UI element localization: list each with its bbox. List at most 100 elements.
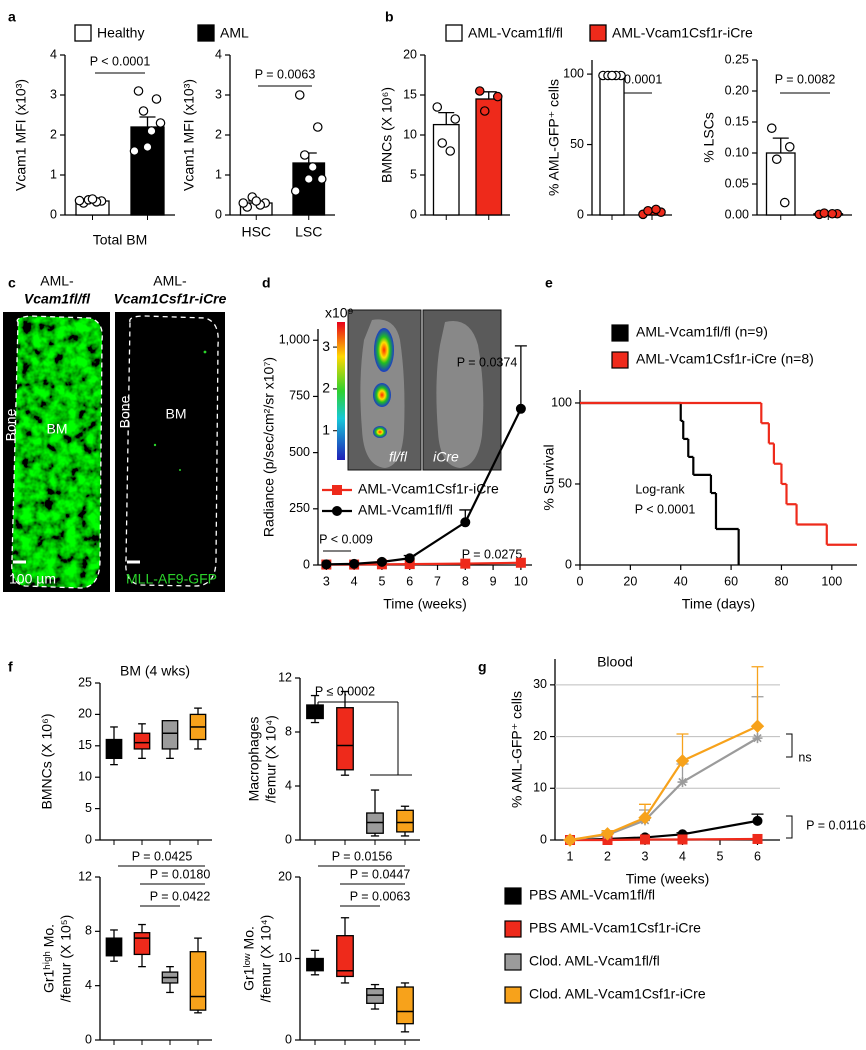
y-tick-label: 50 (558, 476, 572, 490)
image-right (115, 312, 225, 592)
bone-outline (125, 315, 219, 587)
panel-label: c (8, 275, 16, 291)
colorbar (337, 322, 345, 460)
y-tick-label: 50 (570, 137, 584, 151)
y-tick-label: 20 (533, 729, 547, 743)
x-axis-label: Time (weeks) (626, 871, 710, 887)
y-tick-label: 15 (78, 738, 92, 752)
y-tick-label: 1 (215, 167, 222, 181)
image-title: AML- (153, 273, 187, 289)
x-tick-label: 2 (604, 849, 611, 863)
y-axis-label: Radiance (p/sec/cm²/sr x10⁷) (261, 357, 277, 537)
legend-label: Clod. AML-Vcam1Csf1r-iCre (529, 986, 706, 1002)
x-axis-label: Time (weeks) (383, 596, 467, 612)
data-point (290, 186, 301, 196)
y-tick-label: 250 (289, 501, 310, 515)
legend-swatch (504, 986, 522, 1004)
colorbar-tick-label: 2 (322, 380, 330, 396)
box (161, 720, 179, 750)
marker (752, 833, 763, 844)
x-tick-label: 0 (577, 574, 584, 588)
marker (752, 815, 763, 826)
y-tick-label: 12 (278, 670, 292, 684)
legend-label: Clod. AML-Vcam1fl/fl (529, 953, 660, 969)
data-point (643, 205, 653, 216)
legend-label: PBS AML-Vcam1fl/fl (529, 887, 655, 903)
data-point (307, 162, 318, 172)
y-axis-label: /femur (X 10⁴) (263, 715, 279, 803)
data-point (766, 123, 777, 133)
y-tick-label: 0 (285, 832, 292, 846)
x-axis-label: Total BM (93, 232, 147, 248)
y-tick-label: 0.20 (725, 83, 749, 97)
marker (460, 517, 471, 528)
data-point (142, 142, 153, 152)
data-point (479, 106, 490, 116)
y-tick-label: 10 (278, 951, 292, 965)
y-tick-label: 2 (215, 127, 222, 141)
bar (765, 152, 796, 216)
marker (332, 485, 342, 495)
legend-swatch (504, 953, 522, 971)
marker (332, 506, 342, 516)
data-point (445, 146, 456, 156)
y-tick-label: 0.25 (725, 52, 749, 66)
legend-label: AML-Vcam1fl/fl (358, 502, 453, 518)
y-tick-label: 0.10 (725, 145, 749, 159)
y-tick-label: 25 (78, 675, 92, 689)
x-tick-label: 10 (514, 574, 528, 588)
y-axis-label: /femur (X 10⁴) (258, 915, 274, 1003)
bracket (786, 733, 793, 758)
data-point (771, 154, 782, 164)
x-tick-label: LSC (295, 224, 322, 240)
box (336, 935, 354, 978)
gfp-speck (203, 350, 207, 354)
legend-label: AML-Vcam1Csf1r-iCre (612, 25, 753, 41)
data-point (450, 114, 461, 124)
y-tick-label: 4 (285, 778, 292, 792)
bioluminescence-inset (337, 309, 502, 471)
data-point (294, 90, 305, 100)
y-tick-label: 10 (78, 769, 92, 783)
box (366, 988, 384, 1004)
x-tick-label: 3 (642, 849, 649, 863)
gfp-speck (153, 443, 157, 447)
box (336, 707, 354, 771)
legend-label: PBS AML-Vcam1Csf1r-iCre (529, 920, 701, 936)
box (133, 932, 151, 956)
y-axis-label: Gr1ʰⁱᵍʰ Mo. (41, 924, 57, 993)
y-tick-label: 8 (285, 724, 292, 738)
y-axis-label: Gr1ˡᵒʷ Mo. (241, 926, 257, 991)
annotation: P = 0.0422 (150, 889, 211, 903)
y-tick-label: 5 (410, 167, 417, 181)
data-point (784, 142, 795, 152)
y-axis-label: BMNCs (X 10⁶) (379, 87, 395, 183)
y-tick-label: 20 (278, 869, 292, 883)
marker (460, 558, 471, 569)
image-title: Vcam1Csf1r-iCre (114, 291, 227, 307)
marker (600, 827, 615, 841)
data-point (437, 138, 448, 148)
bar (475, 98, 503, 216)
y-axis-label: BMNCs (X 10⁶) (39, 714, 55, 810)
box (306, 957, 324, 972)
legend-swatch (504, 887, 522, 905)
y-tick-label: 0 (50, 207, 57, 221)
y-tick-label: 4 (215, 47, 222, 61)
legend-label: AML-Vcam1Csf1r-iCre (358, 481, 499, 497)
marker (750, 719, 765, 733)
x-tick-label: 60 (724, 574, 738, 588)
data-point (251, 196, 262, 206)
panel-label: d (262, 275, 271, 291)
data-point (827, 208, 838, 219)
data-point (238, 198, 249, 208)
y-tick-label: 10 (403, 127, 417, 141)
error-bar (438, 111, 455, 125)
annotation: Log-rank (635, 482, 685, 496)
marker (675, 754, 690, 768)
image-title: Vcam1fl/fl (24, 291, 91, 307)
legend-label: AML-Vcam1fl/fl (468, 25, 563, 41)
y-axis-label: % Survival (541, 444, 557, 510)
y-tick-label: 8 (85, 924, 92, 938)
box (396, 809, 414, 833)
